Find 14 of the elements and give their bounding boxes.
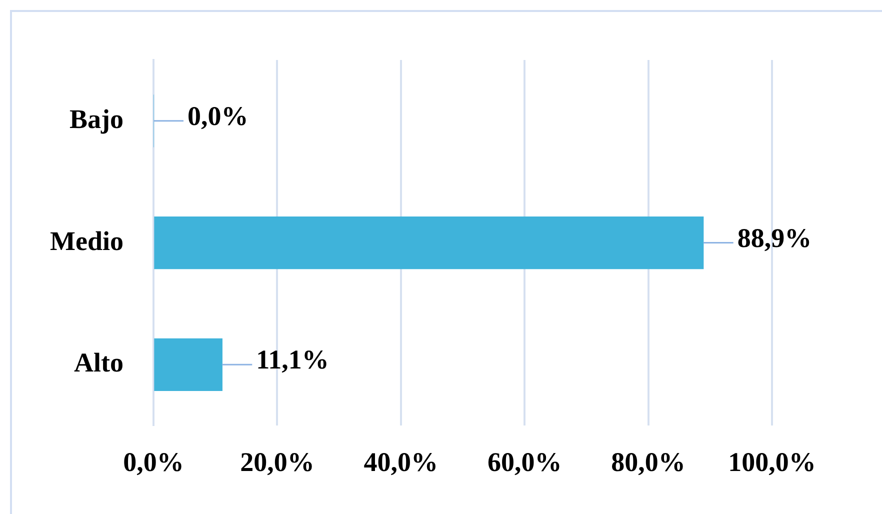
y-tick-label: Bajo	[69, 104, 124, 134]
data-label: 0,0%	[187, 100, 248, 131]
y-tick-label: Alto	[74, 348, 124, 378]
data-label: 11,1%	[256, 344, 329, 375]
x-tick-label: 40,0%	[364, 446, 438, 477]
x-tick-label: 100,0%	[728, 446, 816, 477]
y-tick-label: Medio	[50, 226, 124, 256]
bar	[154, 338, 222, 391]
bar	[154, 216, 704, 270]
data-label: 88,9%	[737, 222, 812, 253]
x-tick-label: 0,0%	[123, 446, 184, 477]
x-tick-label: 20,0%	[240, 446, 314, 477]
x-tick-label: 80,0%	[611, 446, 686, 477]
x-tick-label: 60,0%	[487, 446, 562, 477]
